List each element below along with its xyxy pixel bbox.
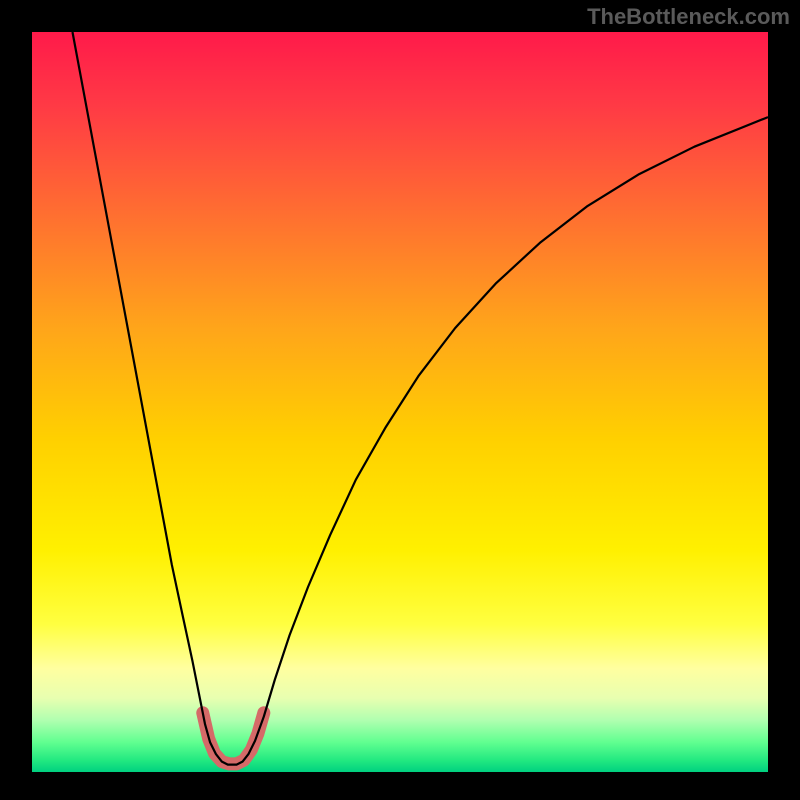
chart-container: TheBottleneck.com [0, 0, 800, 800]
watermark-text: TheBottleneck.com [587, 4, 790, 30]
bottleneck-chart [0, 0, 800, 800]
